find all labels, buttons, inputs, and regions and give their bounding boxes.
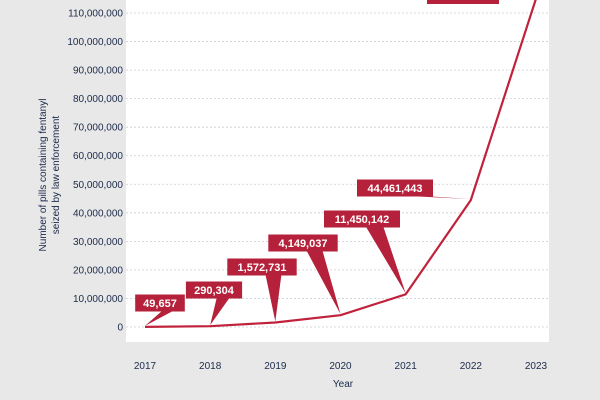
- y-tick-label: 50,000,000: [73, 180, 123, 191]
- data-label: 44,461,443: [367, 183, 422, 195]
- y-tick-label: 0: [117, 323, 123, 334]
- callout-pointer: [306, 250, 341, 315]
- callout-box: [135, 294, 185, 312]
- y-tick-label: 110,000,000: [68, 9, 123, 20]
- x-tick-label: 2022: [460, 361, 483, 372]
- data-label-callout: 290,304: [185, 281, 243, 326]
- data-label-callout: 1,572,731: [227, 258, 297, 322]
- callout-pointer: [210, 297, 230, 326]
- y-tick-label: 90,000,000: [73, 66, 123, 77]
- y-tick-label: 60,000,000: [73, 151, 123, 162]
- callout-pointer: [365, 226, 406, 294]
- callout-box: [185, 281, 243, 299]
- callout-pointer: [265, 274, 282, 322]
- data-label-callout: 49,657: [135, 294, 185, 326]
- data-label: 1,572,731: [238, 262, 287, 274]
- data-label-callout-cropped: [427, 0, 499, 4]
- callout-box: [268, 234, 338, 252]
- callout-box: [357, 179, 433, 197]
- data-label: 11,450,142: [335, 214, 389, 226]
- y-tick-label: 100,000,000: [67, 37, 123, 48]
- x-tick-label: 2017: [134, 361, 157, 372]
- x-tick-label: 2020: [329, 361, 352, 372]
- y-tick-labels: 0 10,000,000 20,000,000 30,000,000 40,000,00…: [67, 9, 123, 334]
- data-label-callout: 4,149,037: [268, 234, 341, 315]
- data-label: 49,657: [143, 298, 177, 310]
- callout-box: [227, 258, 297, 276]
- y-axis-title-line: seized by law enforcement: [51, 116, 62, 235]
- data-label: 4,149,037: [279, 238, 328, 250]
- data-label-callout: 44,461,443: [357, 179, 471, 200]
- y-tick-label: 80,000,000: [73, 94, 123, 105]
- data-label: 290,304: [194, 285, 235, 297]
- y-axis-title-line: Number of pills containing fentanyl: [38, 99, 49, 252]
- x-tick-label: 2018: [199, 361, 222, 372]
- x-axis-title: Year: [333, 379, 354, 390]
- callout-box: [324, 210, 400, 228]
- y-tick-label: 70,000,000: [73, 123, 123, 134]
- series-line: [144, 0, 537, 328]
- data-label-callout: 11,450,142: [324, 210, 406, 294]
- y-axis-title: Number of pills containing fentanyl seize…: [38, 99, 62, 252]
- x-tick-label: 2019: [264, 361, 287, 372]
- y-tick-label: 40,000,000: [73, 208, 123, 219]
- callout-pointer: [145, 310, 174, 326]
- y-tick-label: 10,000,000: [73, 294, 123, 305]
- x-tick-labels: 2017 2018 2019 2020 2021 2022 2023: [134, 361, 548, 372]
- gridlines: [126, 12, 549, 328]
- x-tick-label: 2021: [395, 361, 418, 372]
- y-tick-label: 20,000,000: [73, 265, 123, 276]
- x-tick-label: 2023: [525, 361, 548, 372]
- y-tick-label: 30,000,000: [73, 237, 123, 248]
